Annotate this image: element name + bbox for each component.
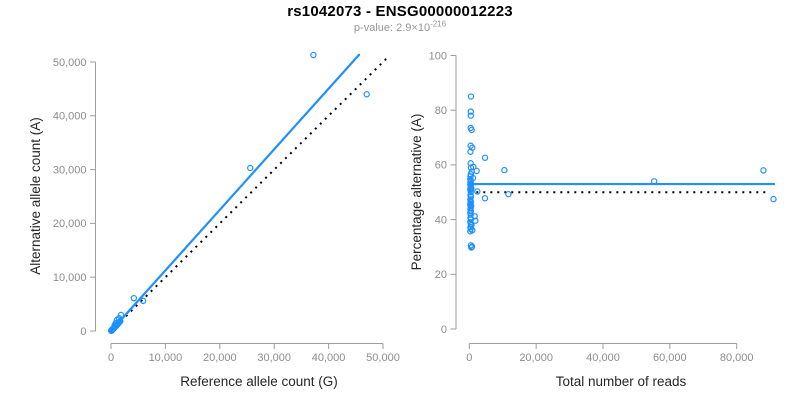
data-point — [467, 148, 474, 155]
p-value-exponent: -216 — [430, 19, 447, 29]
data-point — [468, 185, 475, 193]
y-tick-label: 40 — [435, 214, 447, 226]
x-tick-label: 60,000 — [653, 352, 687, 364]
x-tick-label: 50,000 — [366, 352, 400, 364]
data-point — [770, 195, 777, 203]
data-point — [467, 184, 474, 192]
data-point — [473, 167, 480, 175]
data-point — [481, 195, 489, 202]
y-axis-label: Percentage alternative (A) — [409, 114, 424, 271]
data-point — [650, 178, 658, 185]
x-axis-label: Total number of reads — [556, 374, 687, 389]
y-tick-label: 30,000 — [53, 164, 87, 176]
left-scatter-plot: 0 10,000 20,000 30,000 40,000 50,000 0 10,000 20… — [28, 51, 400, 389]
data-point — [117, 311, 125, 319]
data-point — [130, 294, 138, 302]
p-value-text: p-value: 2.9×10 — [353, 22, 431, 34]
x-tick-label: 30,000 — [257, 352, 291, 364]
right-scatter-plot: 0 20 40 60 80 100 0 20,000 40,000 60,000 80,000 Tot… — [409, 50, 777, 389]
y-tick-label: 60 — [435, 160, 447, 172]
data-point — [139, 297, 147, 305]
data-point — [501, 166, 508, 174]
y-tick-label: 100 — [429, 50, 447, 62]
data-point — [467, 108, 475, 115]
y-tick-label: 40,000 — [53, 111, 87, 123]
x-tick-label: 40,000 — [312, 352, 346, 364]
x-tick-label: 20,000 — [519, 352, 553, 364]
figure-title: rs1042073 - ENSG00000012223 — [287, 3, 513, 20]
data-point — [467, 189, 475, 196]
data-point — [467, 164, 475, 171]
y-tick-label: 20 — [435, 269, 447, 281]
y-tick-label: 50,000 — [53, 57, 87, 69]
data-point — [467, 228, 474, 235]
data-point — [110, 324, 117, 331]
x-tick-label: 10,000 — [149, 352, 183, 364]
data-point — [474, 188, 481, 195]
data-point — [481, 154, 489, 161]
y-tick-label: 10,000 — [53, 272, 87, 284]
identity-line — [110, 56, 389, 332]
x-tick-label: 0 — [108, 352, 114, 364]
data-point — [363, 91, 370, 98]
x-tick-label: 0 — [466, 352, 472, 364]
data-point — [468, 126, 475, 134]
data-point — [468, 244, 475, 251]
y-axis-label: Alternative allele count (A) — [28, 117, 43, 275]
y-tick-label: 80 — [435, 105, 447, 117]
y-tick-label: 20,000 — [53, 218, 87, 230]
x-axis-label: Reference allele count (G) — [180, 374, 338, 389]
data-point — [467, 112, 475, 119]
data-point — [505, 190, 512, 198]
data-point — [467, 93, 475, 100]
data-point — [247, 164, 254, 172]
fit-line — [109, 53, 361, 333]
y-tick-label: 0 — [441, 324, 447, 336]
x-tick-label: 20,000 — [203, 352, 237, 364]
figure-subtitle: p-value: 2.9×10-216 — [0, 19, 800, 34]
y-tick-label: 0 — [80, 326, 86, 338]
data-point — [760, 167, 767, 174]
data-point — [467, 225, 474, 233]
data-point — [310, 51, 317, 59]
x-tick-label: 40,000 — [586, 352, 620, 364]
data-point — [109, 325, 117, 332]
x-tick-label: 80,000 — [720, 352, 754, 364]
